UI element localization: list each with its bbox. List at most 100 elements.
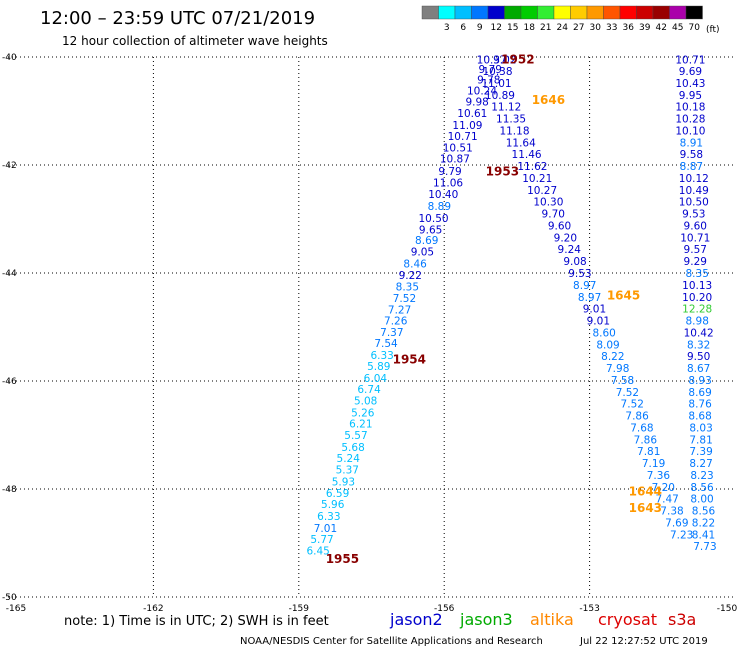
swh-value-label: 7.52 (393, 293, 416, 305)
swh-value-label: 9.08 (563, 256, 586, 268)
swh-value-label: 5.77 (310, 534, 333, 546)
swh-value-label: 9.79 (479, 64, 502, 76)
x-tick-label: -156 (434, 604, 455, 614)
swh-value-label: 8.35 (396, 282, 419, 294)
swh-value-label: 8.60 (592, 327, 615, 339)
time-annotation: 1646 (532, 93, 565, 107)
swh-value-label: 10.89 (485, 90, 515, 102)
legend-label: 24 (557, 23, 569, 33)
legend-swatch (520, 5, 538, 20)
swh-value-label: 8.89 (428, 201, 451, 213)
mission-label: altika (530, 610, 574, 629)
legend-swatch (421, 5, 439, 20)
swh-value-label: 10.28 (675, 114, 705, 126)
swh-value-label: 8.32 (687, 339, 710, 351)
mission-label: s3a (668, 610, 696, 629)
swh-value-label: 9.78 (477, 75, 500, 87)
legend-label: 33 (606, 23, 617, 33)
legend-label: 6 (460, 23, 466, 33)
swh-value-label: 9.53 (682, 209, 705, 221)
swh-value-label: 8.56 (692, 506, 716, 518)
swh-value-label: 11.01 (482, 78, 512, 90)
legend-label: 9 (477, 23, 483, 33)
legend-label: 21 (540, 23, 551, 33)
swh-value-label: 9.69 (679, 66, 702, 78)
x-tick-label: -162 (143, 604, 163, 614)
swh-value-label: 8.23 (690, 470, 713, 482)
y-tick-label: -44 (2, 269, 17, 279)
y-tick-label: -48 (2, 485, 17, 495)
x-tick-label: -153 (579, 604, 599, 614)
swh-value-label: 9.57 (684, 244, 707, 256)
time-annotation: 1643 (629, 501, 662, 515)
swh-value-label: 11.64 (506, 137, 536, 149)
swh-value-label: 10.38 (482, 66, 512, 78)
swh-value-label: 10.21 (522, 173, 552, 185)
y-tick-label: -40 (2, 53, 17, 63)
swh-value-label: 8.97 (578, 292, 601, 304)
swh-value-label: 8.67 (687, 363, 710, 375)
swh-value-label: 6.33 (317, 511, 340, 523)
swh-value-label: 9.05 (411, 246, 434, 258)
swh-value-label: 6.74 (357, 384, 381, 396)
swh-value-label: 10.50 (679, 197, 709, 209)
legend-label: 15 (507, 23, 518, 33)
mission-label: jason3 (459, 610, 513, 629)
swh-value-label: 10.40 (428, 189, 458, 201)
swh-value-label: 8.97 (573, 280, 596, 292)
swh-value-label: 7.19 (642, 458, 665, 470)
swh-value-label: 10.87 (440, 154, 470, 166)
swh-value-label: 5.24 (337, 453, 361, 465)
swh-value-label: 8.91 (680, 137, 703, 149)
swh-value-label: 10.43 (675, 78, 705, 90)
swh-value-label: 8.03 (689, 422, 712, 434)
time-annotation: 1645 (607, 289, 640, 303)
swh-value-label: 5.68 (341, 442, 364, 454)
legend-label: 70 (689, 23, 701, 33)
time-annotation: 1644 (629, 485, 662, 499)
swh-value-label: 6.59 (326, 488, 349, 500)
time-annotation: 1954 (393, 352, 426, 366)
legend-swatch (553, 5, 571, 20)
swh-value-label: 7.20 (652, 482, 675, 494)
chart-subtitle: 12 hour collection of altimeter wave hei… (62, 34, 328, 48)
swh-value-label: 5.89 (367, 361, 390, 373)
swh-value-label: 7.52 (621, 399, 644, 411)
y-tick-label: -50 (2, 593, 17, 603)
y-tick-label: -46 (2, 377, 17, 387)
mission-label: cryosat (598, 610, 657, 629)
swh-value-label: 9.60 (684, 220, 707, 232)
legend-label: 39 (639, 23, 651, 33)
swh-value-label: 7.27 (388, 305, 411, 317)
legend-swatch (487, 5, 505, 20)
swh-value-label: 8.35 (686, 268, 709, 280)
swh-value-label: 8.22 (692, 517, 715, 529)
legend-unit: (ft) (706, 25, 720, 35)
swh-value-label: 9.79 (438, 166, 461, 178)
swh-value-label: 7.69 (665, 517, 688, 529)
swh-value-label: 9.20 (554, 232, 577, 244)
swh-value-label: 8.69 (415, 235, 438, 247)
swh-value-label: 8.41 (692, 529, 715, 541)
x-tick-label: -165 (6, 604, 26, 614)
swh-value-label: 11.09 (452, 120, 482, 132)
swh-value-label: 9.01 (587, 316, 610, 328)
swh-value-label: 5.08 (354, 395, 377, 407)
y-tick-label: -42 (2, 161, 17, 171)
legend-swatch (669, 5, 687, 20)
swh-value-label: 9.29 (684, 256, 707, 268)
swh-value-label: 9.02 (493, 55, 516, 67)
swh-value-label: 8.87 (680, 161, 703, 173)
swh-value-label: 10.27 (527, 185, 557, 197)
footer-timestamp: Jul 22 12:27:52 UTC 2019 (579, 636, 708, 647)
swh-value-label: 9.53 (568, 268, 591, 280)
swh-value-label: 9.70 (542, 209, 565, 221)
legend-swatch (471, 5, 489, 20)
x-tick-label: -159 (289, 604, 310, 614)
legend-swatch (570, 5, 588, 20)
swh-value-label: 7.37 (380, 327, 403, 339)
swh-value-label: 10.12 (679, 173, 709, 185)
legend-label: 18 (524, 23, 536, 33)
